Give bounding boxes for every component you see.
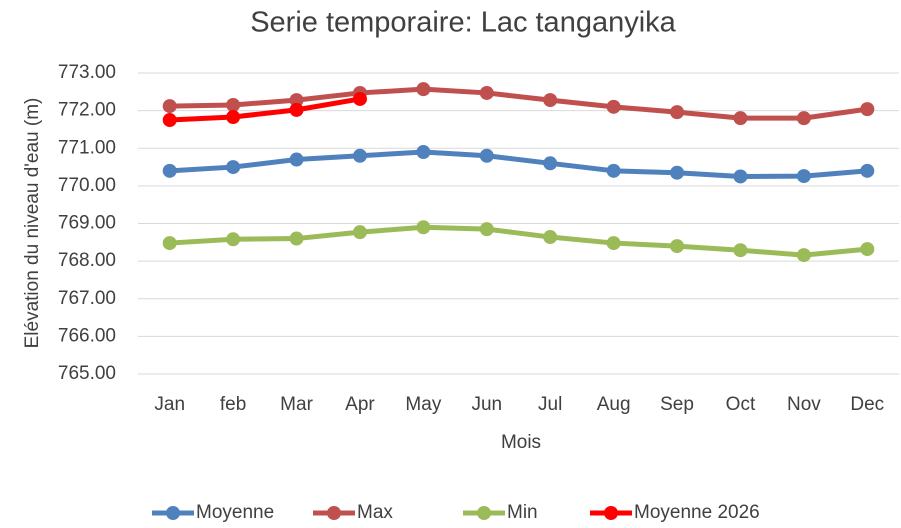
point <box>670 239 685 254</box>
legend-marker <box>604 506 618 520</box>
legend-marker <box>166 506 180 520</box>
point <box>860 242 875 257</box>
x-tick-label: Sep <box>660 394 694 415</box>
point <box>162 113 177 128</box>
point <box>226 232 241 247</box>
legend-marker <box>477 506 491 520</box>
point <box>289 102 304 117</box>
point <box>733 243 748 258</box>
y-tick-label: 772.00 <box>58 100 116 121</box>
x-tick-label: Oct <box>726 394 756 415</box>
point <box>226 160 241 175</box>
point <box>670 165 685 180</box>
point <box>479 85 494 100</box>
point <box>352 148 367 163</box>
point <box>606 99 621 114</box>
x-tick-label: May <box>405 394 441 415</box>
y-tick-label: 771.00 <box>58 137 116 158</box>
y-tick-label: 770.00 <box>58 175 116 196</box>
point <box>796 248 811 263</box>
series-line <box>169 149 868 179</box>
point <box>479 148 494 163</box>
point <box>416 82 431 97</box>
point <box>162 163 177 178</box>
point <box>543 156 558 171</box>
x-tick-label: Mar <box>280 394 313 415</box>
x-tick-label: Apr <box>345 394 375 415</box>
x-tick-label: Dec <box>850 394 884 415</box>
point <box>352 91 367 106</box>
point <box>289 231 304 246</box>
y-tick-label: 773.00 <box>58 62 116 83</box>
x-tick-label: Jun <box>471 394 502 415</box>
point <box>860 102 875 117</box>
point <box>796 169 811 184</box>
point <box>606 163 621 178</box>
point <box>416 220 431 235</box>
point <box>352 225 367 240</box>
point <box>479 222 494 237</box>
series-line <box>169 224 868 258</box>
point <box>289 93 304 108</box>
y-tick-label: 768.00 <box>58 250 116 271</box>
point <box>670 105 685 120</box>
chart-title: Serie temporaire: Lac tanganyika <box>250 7 676 39</box>
point <box>162 236 177 251</box>
point <box>289 152 304 167</box>
y-tick-label: 765.00 <box>58 363 116 384</box>
legend-marker <box>327 506 341 520</box>
x-tick-label: Nov <box>787 394 821 415</box>
point <box>543 93 558 108</box>
x-tick-label: Aug <box>597 394 631 415</box>
point <box>733 169 748 184</box>
point <box>860 163 875 178</box>
y-tick-label: 766.00 <box>58 325 116 346</box>
series-line <box>169 86 868 121</box>
legend-label: Moyenne <box>196 502 274 523</box>
point <box>543 230 558 245</box>
point <box>416 145 431 160</box>
legend-label: Max <box>357 502 393 523</box>
legend-label: Moyenne 2026 <box>634 502 760 523</box>
x-tick-label: Jan <box>154 394 185 415</box>
point <box>162 99 177 114</box>
y-tick-label: 767.00 <box>58 288 116 309</box>
y-tick-label: 769.00 <box>58 213 116 234</box>
point <box>796 111 811 126</box>
series-line <box>169 96 361 123</box>
point <box>606 236 621 251</box>
point <box>226 110 241 125</box>
x-tick-label: feb <box>220 394 246 415</box>
x-axis-label: Mois <box>501 432 541 453</box>
y-axis-label: Elévation du niveau d'eau (m) <box>22 98 43 349</box>
point <box>733 111 748 126</box>
point <box>226 97 241 112</box>
x-tick-label: Jul <box>538 394 562 415</box>
legend-label: Min <box>507 502 538 523</box>
